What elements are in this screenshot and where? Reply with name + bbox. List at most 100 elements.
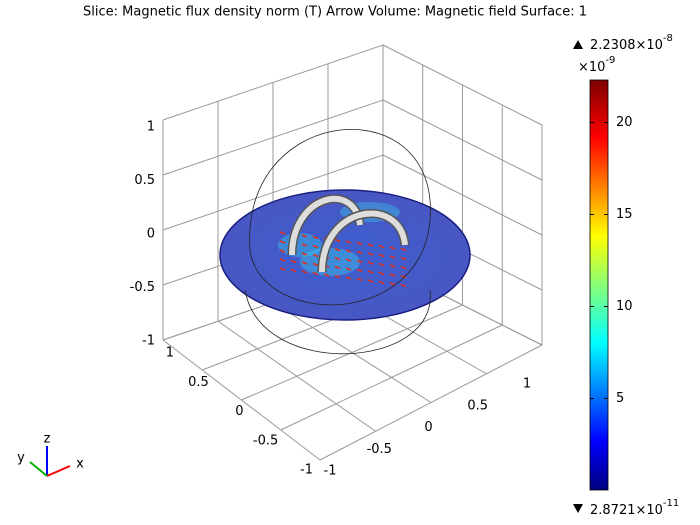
field-arrow: [345, 276, 352, 280]
field-glow: [300, 248, 360, 276]
field-arrow: [301, 252, 308, 256]
axis-tick-label: 0.5: [134, 173, 155, 188]
field-arrow: [312, 244, 319, 249]
field-arrow: [389, 273, 396, 277]
colorbar-min: 2.8721×10-11: [590, 498, 679, 518]
field-arrow: [378, 280, 385, 285]
field-arrow: [367, 243, 374, 247]
triad-x-label: x: [76, 457, 84, 472]
axis-tick-label: -0.5: [367, 442, 392, 457]
box-grid-line: [280, 324, 503, 431]
colorbar-max-base: 2.2308×10: [590, 38, 663, 53]
field-arrow: [279, 249, 286, 253]
axis-tick-label: -1: [300, 463, 313, 478]
field-arrow: [356, 268, 363, 273]
field-arrow: [367, 252, 374, 256]
triad-z-label: z: [44, 432, 51, 447]
field-arrow: [400, 265, 407, 270]
field-arrow: [400, 283, 407, 288]
colorbar-tick-label: 20: [616, 115, 633, 130]
axis-tick-label: 0: [235, 404, 243, 419]
field-arrow: [367, 279, 374, 283]
axis-tick-label: 0: [147, 227, 155, 242]
axis-tick-label: 1: [523, 377, 531, 392]
field-arrow: [301, 243, 308, 247]
colorbar-multiplier-exponent: -9: [605, 55, 615, 66]
field-arrow: [356, 250, 363, 255]
field-arrow: [279, 267, 286, 271]
box-grid-line: [382, 99, 543, 181]
field-arrow: [345, 258, 352, 262]
axis-tick-label: -0.5: [130, 280, 155, 295]
colorbar-tick-label: 15: [616, 207, 633, 222]
field-arrow: [389, 255, 396, 259]
colorbar-multiplier: ×10-9: [578, 55, 615, 75]
field-arrow: [378, 271, 385, 276]
box-grid-line: [382, 154, 543, 236]
field-arrow: [334, 247, 341, 252]
field-arrow: [378, 253, 385, 258]
field-arrow: [345, 240, 352, 244]
field-arrow: [312, 262, 319, 267]
axis-tick-label: 0: [424, 420, 432, 435]
colorbar-max-exponent: -8: [663, 33, 673, 44]
colorbar-tick-label: 5: [616, 391, 624, 406]
field-arrow: [323, 273, 330, 277]
field-arrow: [389, 264, 396, 268]
field-arrow: [301, 234, 308, 238]
colorbar-max: 2.2308×10-8: [590, 33, 673, 53]
field-arrow: [345, 249, 352, 253]
field-arrow: [389, 246, 396, 250]
axis-tick-label: -1: [324, 464, 337, 479]
field-arrow: [279, 258, 286, 262]
field-arrow: [279, 231, 286, 235]
axis-tick-label: 0.5: [188, 375, 209, 390]
model: [219, 129, 471, 355]
field-arrow: [290, 259, 297, 264]
max-marker: [573, 40, 583, 49]
triad-x: [46, 465, 71, 477]
field-arrow: [356, 241, 363, 246]
field-arrow: [400, 256, 407, 261]
axis-tick-label: 1: [166, 346, 174, 361]
field-arrow: [400, 247, 407, 252]
disk: [219, 189, 471, 321]
field-arrow: [334, 265, 341, 270]
colorbar-min-base: 2.8721×10: [590, 503, 663, 518]
field-arrow: [334, 274, 341, 279]
title: Slice: Magnetic flux density norm (T) Ar…: [83, 5, 587, 20]
box-grid-line: [162, 44, 384, 121]
colorbar-multiplier-base: ×10: [578, 60, 605, 75]
field-arrow: [367, 261, 374, 265]
field-arrow: [389, 282, 396, 286]
field-arrow: [345, 267, 352, 271]
box-grid-line: [319, 344, 543, 461]
axis-tick-label: -1: [142, 334, 155, 349]
field-arrow: [312, 253, 319, 258]
field-arrow: [301, 270, 308, 274]
field-arrow: [356, 277, 363, 282]
axis-tick-label: 0.5: [467, 398, 488, 413]
field-loop: [249, 129, 431, 306]
box-grid-line: [272, 302, 432, 403]
field-arrow: [312, 271, 319, 276]
box-grid-line: [162, 154, 384, 231]
field-arrow: [301, 261, 308, 265]
box-grid-line: [162, 99, 384, 176]
field-arrow: [356, 259, 363, 264]
triad-y: [29, 461, 48, 477]
field-arrow: [400, 274, 407, 279]
triad: z x y: [17, 432, 84, 477]
field-arrow: [367, 270, 374, 274]
colorbar-min-exponent: -11: [663, 498, 679, 509]
axis-tick-label: 1: [147, 120, 155, 135]
min-marker: [573, 504, 583, 513]
field-arrow: [378, 244, 385, 249]
field-arrow: [334, 238, 341, 243]
triad-y-label: y: [17, 451, 25, 466]
field-arrow: [279, 240, 286, 244]
box-grid-line: [382, 44, 543, 126]
field-arrow: [334, 256, 341, 261]
field-arrow: [312, 235, 319, 240]
